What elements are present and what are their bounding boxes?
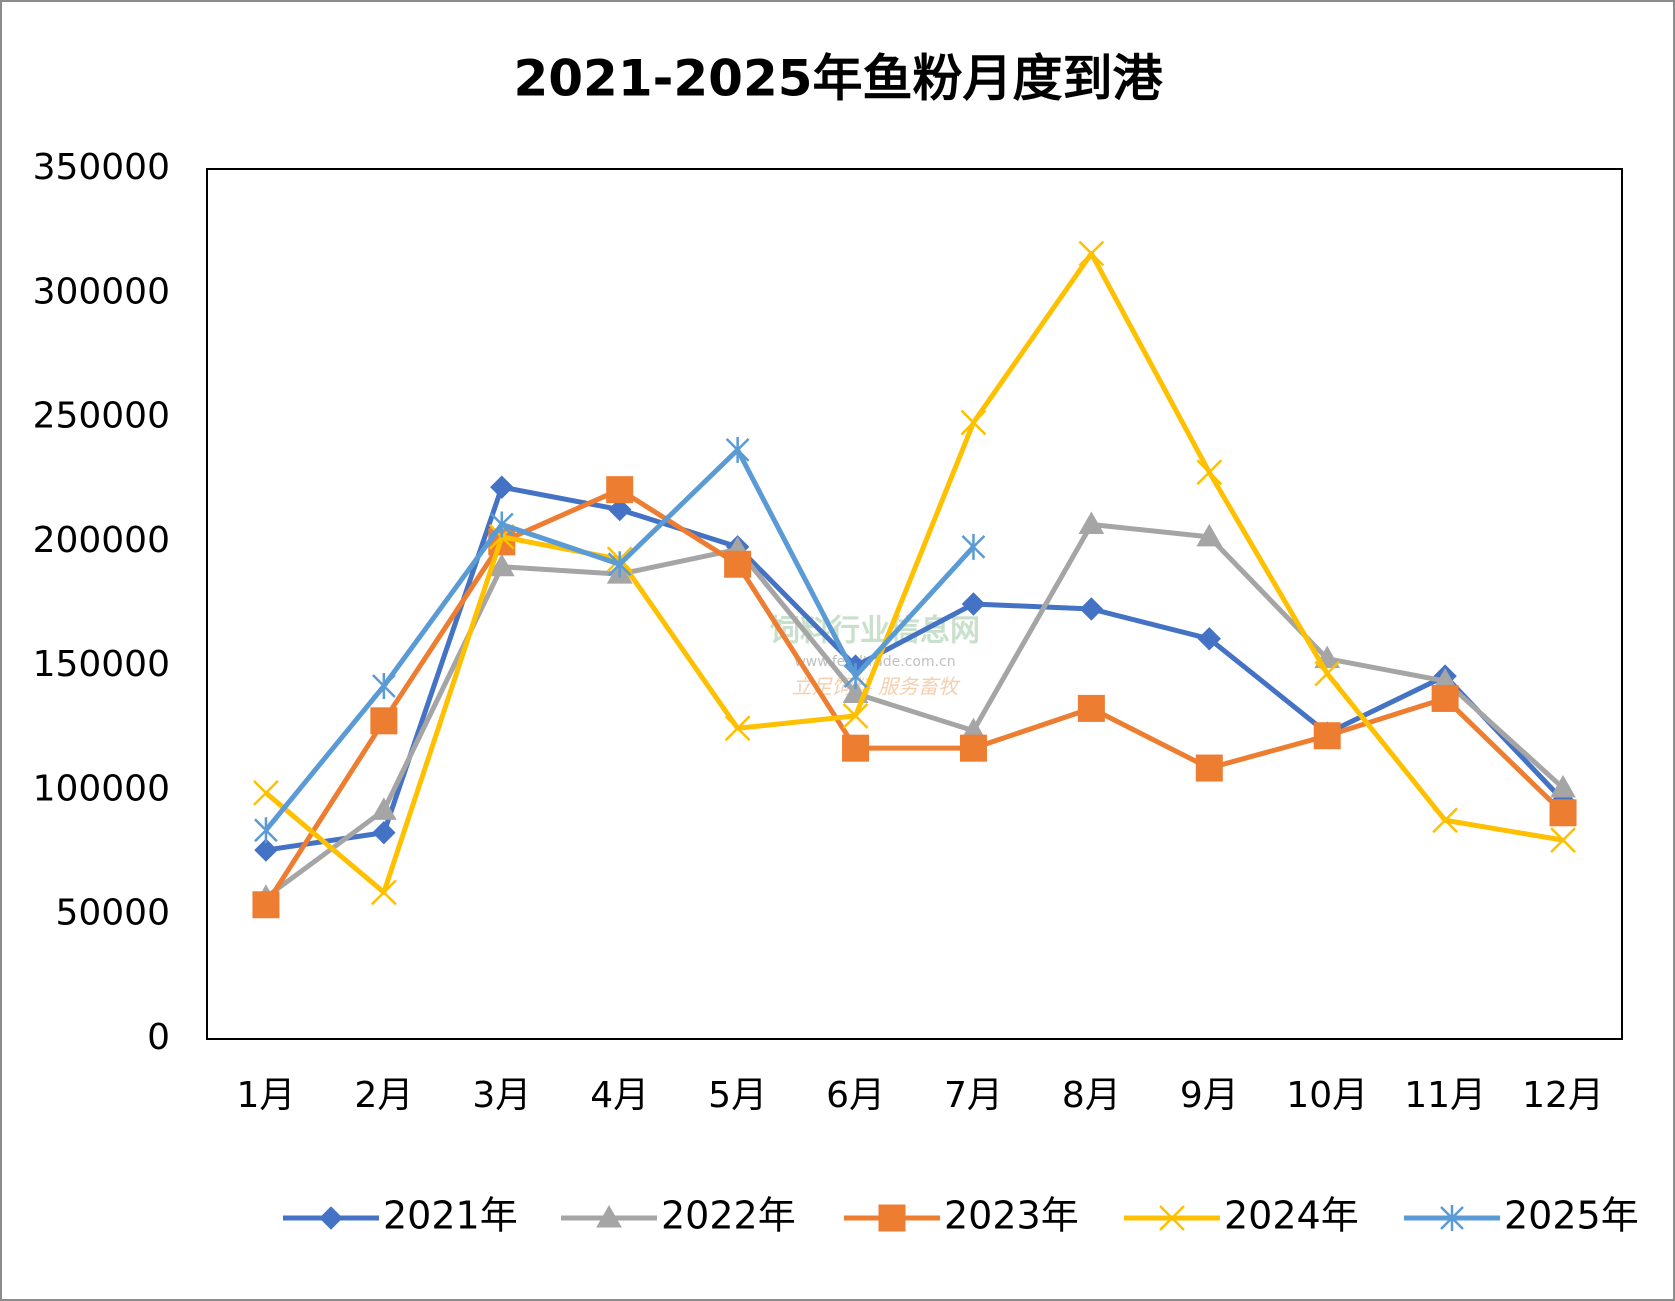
x-tick-label: 3月	[472, 1075, 531, 1116]
data-point	[1196, 459, 1223, 486]
data-point	[725, 436, 750, 463]
y-tick-label: 100000	[33, 768, 170, 809]
data-point	[1078, 511, 1105, 534]
data-point	[488, 553, 515, 577]
y-tick-label: 0	[147, 1017, 170, 1058]
data-point	[1195, 754, 1223, 782]
data-point	[489, 511, 514, 538]
data-point	[1197, 627, 1221, 651]
data-point	[607, 551, 632, 578]
legend-marker	[1159, 1205, 1185, 1231]
legend-label: 2025年	[1504, 1194, 1639, 1238]
x-tick-label: 11月	[1404, 1075, 1486, 1116]
y-tick-label: 50000	[55, 893, 170, 934]
data-point	[1196, 523, 1223, 547]
data-point	[253, 780, 279, 806]
data-point	[254, 838, 278, 862]
y-tick-label: 150000	[33, 644, 170, 685]
data-point	[606, 476, 634, 504]
data-point	[370, 707, 398, 735]
x-tick-label: 8月	[1062, 1075, 1121, 1116]
data-point	[252, 891, 280, 919]
series-line	[265, 484, 1565, 853]
data-point	[724, 550, 752, 578]
data-point	[608, 497, 632, 522]
plot-area	[206, 168, 1623, 1040]
data-point	[371, 797, 397, 820]
legend-label: 2021年	[383, 1194, 518, 1238]
data-point	[1313, 722, 1341, 750]
data-point	[1077, 694, 1105, 722]
x-tick-label: 5月	[708, 1075, 767, 1116]
data-point	[1549, 799, 1577, 827]
data-point	[490, 475, 514, 499]
data-point	[1432, 807, 1459, 834]
legend-label: 2023年	[944, 1194, 1079, 1238]
y-tick-label: 300000	[33, 271, 170, 312]
series-line	[264, 251, 1564, 895]
x-tick-label: 2月	[354, 1075, 413, 1116]
legend-marker	[319, 1206, 343, 1230]
data-point	[961, 533, 986, 560]
data-point	[1550, 774, 1576, 798]
x-tick-label: 6月	[826, 1075, 885, 1116]
data-point	[959, 734, 987, 762]
legend-label: 2022年	[661, 1194, 796, 1238]
chart-title: 2021-2025年鱼粉月度到港	[513, 50, 1163, 108]
x-tick-label: 10月	[1286, 1075, 1368, 1116]
y-tick-label: 200000	[33, 520, 170, 561]
x-tick-label: 7月	[944, 1075, 1003, 1116]
data-point	[372, 820, 396, 845]
y-tick-label: 350000	[33, 147, 170, 188]
data-point	[371, 673, 396, 700]
data-point	[961, 592, 986, 616]
data-point	[843, 663, 868, 690]
data-point	[254, 817, 278, 844]
data-point	[1079, 597, 1104, 621]
y-tick-label: 250000	[33, 396, 170, 437]
data-point	[1314, 660, 1341, 687]
data-point	[960, 409, 987, 436]
data-point	[370, 879, 397, 906]
data-point	[1078, 240, 1105, 267]
legend-label: 2024年	[1224, 1194, 1359, 1238]
data-point	[842, 702, 869, 729]
data-point	[842, 734, 870, 762]
series-line	[264, 521, 1565, 900]
x-tick-label: 9月	[1180, 1075, 1239, 1116]
x-tick-label: 4月	[590, 1075, 649, 1116]
x-tick-label: 12月	[1522, 1075, 1604, 1116]
legend-marker	[1440, 1205, 1464, 1231]
legend-marker	[596, 1204, 622, 1228]
series-line	[263, 487, 1565, 907]
data-point	[724, 715, 751, 742]
legend-marker	[878, 1204, 906, 1232]
x-tick-label: 1月	[237, 1075, 296, 1116]
data-point	[1550, 827, 1576, 854]
data-point	[1431, 684, 1459, 712]
